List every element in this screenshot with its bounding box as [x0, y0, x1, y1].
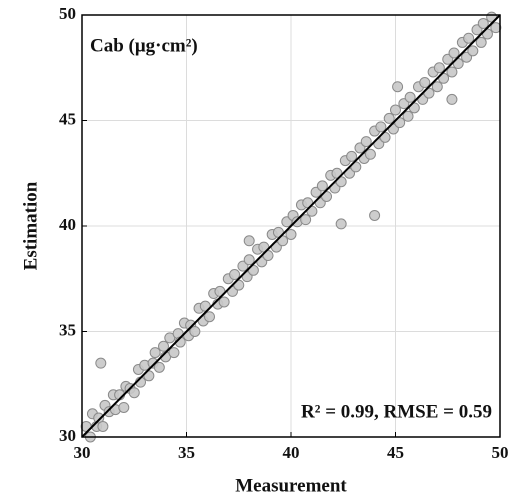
x-tick-label: 30 — [74, 443, 91, 462]
point — [153, 361, 165, 373]
point — [390, 104, 401, 116]
point — [243, 254, 255, 266]
y-tick-label: 40 — [59, 215, 76, 234]
one-to-one-line — [81, 14, 501, 438]
point — [360, 136, 372, 148]
point — [375, 121, 387, 133]
y-axis-label: Estimation — [20, 181, 41, 270]
point — [383, 112, 395, 124]
x-axis-label: Measurement — [235, 475, 347, 496]
point — [490, 22, 502, 34]
point — [229, 269, 241, 281]
y-tick-label: 35 — [59, 320, 76, 339]
point — [446, 66, 458, 78]
point — [149, 347, 161, 359]
point — [433, 62, 445, 74]
point — [402, 110, 414, 122]
point — [448, 47, 460, 59]
point — [118, 401, 130, 413]
point — [158, 340, 170, 352]
point — [369, 209, 381, 221]
point — [97, 420, 109, 432]
point — [316, 180, 328, 192]
point — [189, 326, 201, 337]
point — [475, 36, 487, 48]
point — [446, 93, 458, 105]
y-tick-label: 30 — [59, 426, 76, 445]
point — [392, 81, 404, 93]
point — [300, 214, 312, 226]
point — [431, 81, 443, 93]
x-tick-label: 35 — [178, 443, 195, 462]
x-tick-label: 45 — [387, 443, 404, 462]
point — [243, 235, 255, 247]
point — [335, 218, 347, 230]
y-tick-label: 45 — [59, 109, 76, 128]
point — [218, 296, 230, 308]
point — [128, 387, 140, 399]
point — [419, 77, 431, 89]
point — [463, 32, 475, 44]
point — [467, 45, 479, 57]
plot-frame — [81, 14, 501, 438]
annotation: R² = 0.99, RMSE = 0.59 — [301, 401, 492, 422]
point — [285, 228, 297, 240]
x-tick-label: 40 — [283, 443, 300, 462]
y-tick-label: 50 — [59, 4, 76, 23]
point — [95, 357, 107, 369]
x-tick-label: 50 — [492, 443, 509, 462]
point — [203, 311, 215, 323]
point — [404, 91, 416, 103]
point — [477, 17, 489, 29]
point — [346, 150, 358, 162]
chart-title: Cab (μg·cm²) — [90, 35, 198, 56]
point — [364, 148, 376, 160]
point — [168, 347, 180, 359]
